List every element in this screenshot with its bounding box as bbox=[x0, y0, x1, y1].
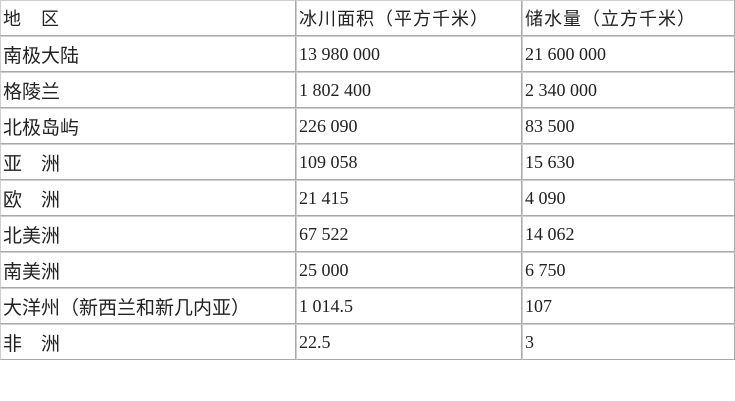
glacier-area-cell: 1 802 400 bbox=[296, 72, 522, 108]
table-header-row: 地 区 冰川面积（平方千米） 储水量（立方千米） bbox=[0, 0, 735, 36]
glacier-area-cell: 109 058 bbox=[296, 144, 522, 180]
glacier-water-table: 地 区 冰川面积（平方千米） 储水量（立方千米） 南极大陆 13 980 000… bbox=[0, 0, 735, 360]
region-cell: 欧 洲 bbox=[0, 180, 296, 216]
region-cell: 北极岛屿 bbox=[0, 108, 296, 144]
header-region: 地 区 bbox=[0, 0, 296, 36]
water-storage-cell: 2 340 000 bbox=[522, 72, 735, 108]
table-row: 非 洲 22.5 3 bbox=[0, 324, 735, 360]
region-cell: 亚 洲 bbox=[0, 144, 296, 180]
glacier-area-cell: 67 522 bbox=[296, 216, 522, 252]
table-row: 北美洲 67 522 14 062 bbox=[0, 216, 735, 252]
water-storage-cell: 14 062 bbox=[522, 216, 735, 252]
table-row: 南极大陆 13 980 000 21 600 000 bbox=[0, 36, 735, 72]
table-row: 格陵兰 1 802 400 2 340 000 bbox=[0, 72, 735, 108]
water-storage-cell: 83 500 bbox=[522, 108, 735, 144]
table-row: 北极岛屿 226 090 83 500 bbox=[0, 108, 735, 144]
table-row: 大洋州（新西兰和新几内亚） 1 014.5 107 bbox=[0, 288, 735, 324]
header-glacier-area: 冰川面积（平方千米） bbox=[296, 0, 522, 36]
table-row: 欧 洲 21 415 4 090 bbox=[0, 180, 735, 216]
region-cell: 格陵兰 bbox=[0, 72, 296, 108]
glacier-area-cell: 22.5 bbox=[296, 324, 522, 360]
header-water-storage: 储水量（立方千米） bbox=[522, 0, 735, 36]
region-cell: 南美洲 bbox=[0, 252, 296, 288]
glacier-area-cell: 226 090 bbox=[296, 108, 522, 144]
region-cell: 北美洲 bbox=[0, 216, 296, 252]
water-storage-cell: 6 750 bbox=[522, 252, 735, 288]
table-row: 南美洲 25 000 6 750 bbox=[0, 252, 735, 288]
water-storage-cell: 3 bbox=[522, 324, 735, 360]
glacier-area-cell: 21 415 bbox=[296, 180, 522, 216]
glacier-area-cell: 13 980 000 bbox=[296, 36, 522, 72]
glacier-area-cell: 1 014.5 bbox=[296, 288, 522, 324]
water-storage-cell: 21 600 000 bbox=[522, 36, 735, 72]
water-storage-cell: 15 630 bbox=[522, 144, 735, 180]
water-storage-cell: 4 090 bbox=[522, 180, 735, 216]
region-cell: 非 洲 bbox=[0, 324, 296, 360]
region-cell: 南极大陆 bbox=[0, 36, 296, 72]
water-storage-cell: 107 bbox=[522, 288, 735, 324]
region-cell: 大洋州（新西兰和新几内亚） bbox=[0, 288, 296, 324]
glacier-area-cell: 25 000 bbox=[296, 252, 522, 288]
table-row: 亚 洲 109 058 15 630 bbox=[0, 144, 735, 180]
